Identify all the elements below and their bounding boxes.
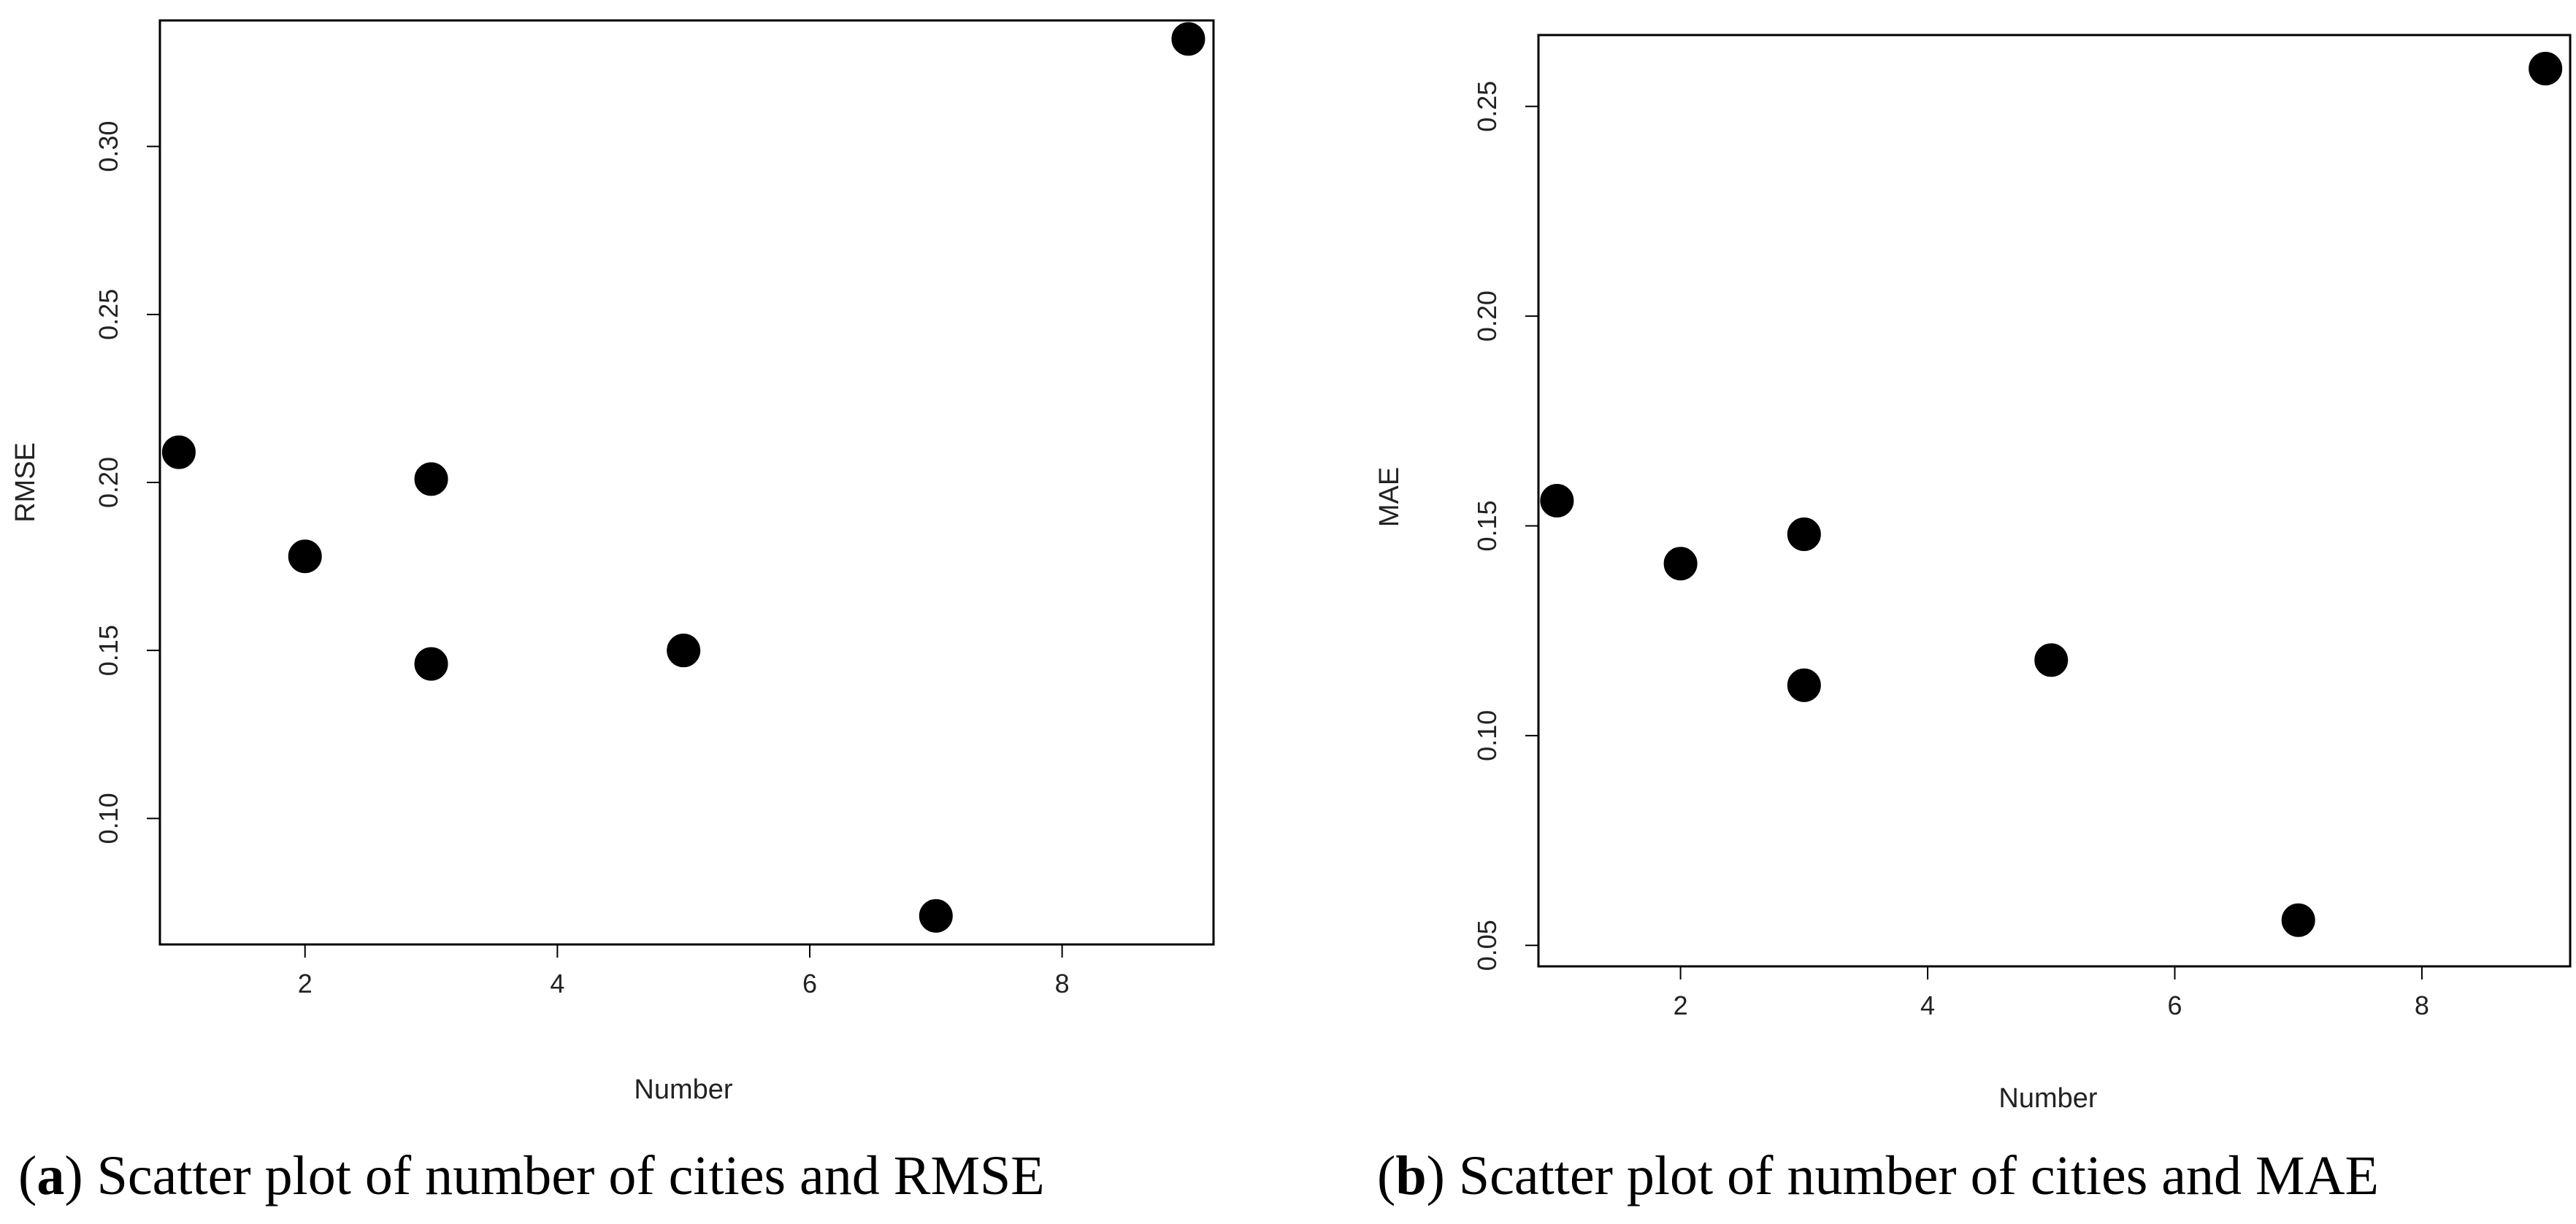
x-tick-label: 2: [298, 969, 313, 998]
y-tick-label: 0.10: [1472, 710, 1502, 761]
y-tick-label: 0.15: [1472, 500, 1502, 551]
scatter-point: [919, 898, 953, 933]
plot-frame: [1537, 34, 2572, 968]
y-tick-label: 0.05: [1472, 920, 1502, 971]
plot-frame: [158, 19, 1215, 946]
scatter-point: [414, 462, 448, 496]
y-tick-label: 0.20: [93, 457, 123, 508]
scatter-point: [1663, 547, 1698, 581]
y-tick-label: 0.20: [1472, 290, 1502, 342]
x-tick-label: 6: [2167, 990, 2182, 1020]
y-tick-label: 0.25: [93, 289, 123, 340]
scatter-point: [414, 647, 448, 681]
x-axis: 2 4 6 8: [298, 944, 1070, 998]
scatter-point: [2034, 643, 2069, 677]
scatter-points: [1540, 51, 2563, 937]
caption-letter: a: [37, 1145, 64, 1206]
scatter-point: [2529, 51, 2563, 85]
x-tick-label: 8: [2415, 990, 2429, 1020]
x-tick-label: 8: [1055, 969, 1070, 998]
x-tick-label: 4: [550, 969, 564, 998]
y-tick-label: 0.30: [93, 121, 123, 172]
panel-b-mae: 0.05 0.10 0.15 0.20 0.25 2 4 6 8 MAE Number (b)…: [1374, 34, 2572, 1206]
scatter-point: [1540, 484, 1574, 517]
scatter-point: [1787, 517, 1821, 551]
y-axis-title: RMSE: [10, 442, 41, 523]
y-tick-label: 0.10: [93, 793, 123, 844]
caption-letter: b: [1395, 1145, 1426, 1206]
x-tick-label: 4: [1920, 990, 1935, 1020]
y-axis: 0.10 0.15 0.20 0.25 0.30: [93, 121, 160, 844]
y-tick-label: 0.15: [93, 625, 123, 676]
caption-b: (b) Scatter plot of number of cities and…: [1377, 1145, 2379, 1206]
scatter-point: [288, 539, 322, 574]
scatter-point: [667, 634, 701, 668]
caption-a: (a) Scatter plot of number of cities and…: [18, 1145, 1045, 1206]
panel-a-rmse: 0.10 0.15 0.20 0.25 0.30 2 4 6 8 RMSE Number (a…: [10, 19, 1215, 1206]
x-axis-title: Number: [1998, 1083, 2097, 1114]
scatter-point: [1171, 22, 1205, 56]
scatter-points: [161, 22, 1205, 933]
scatter-point: [1787, 668, 1821, 702]
scatter-point: [2281, 903, 2315, 937]
y-tick-label: 0.25: [1472, 81, 1502, 132]
caption-text: Scatter plot of number of cities and RMS…: [97, 1145, 1045, 1206]
scatter-point: [161, 435, 196, 469]
x-axis-title: Number: [634, 1074, 732, 1105]
x-tick-label: 6: [802, 969, 817, 998]
caption-text: Scatter plot of number of cities and MAE: [1459, 1145, 2379, 1206]
x-tick-label: 2: [1674, 990, 1688, 1020]
y-axis: 0.05 0.10 0.15 0.20 0.25: [1472, 81, 1538, 971]
y-axis-title: MAE: [1374, 467, 1405, 527]
x-axis: 2 4 6 8: [1674, 966, 2429, 1020]
